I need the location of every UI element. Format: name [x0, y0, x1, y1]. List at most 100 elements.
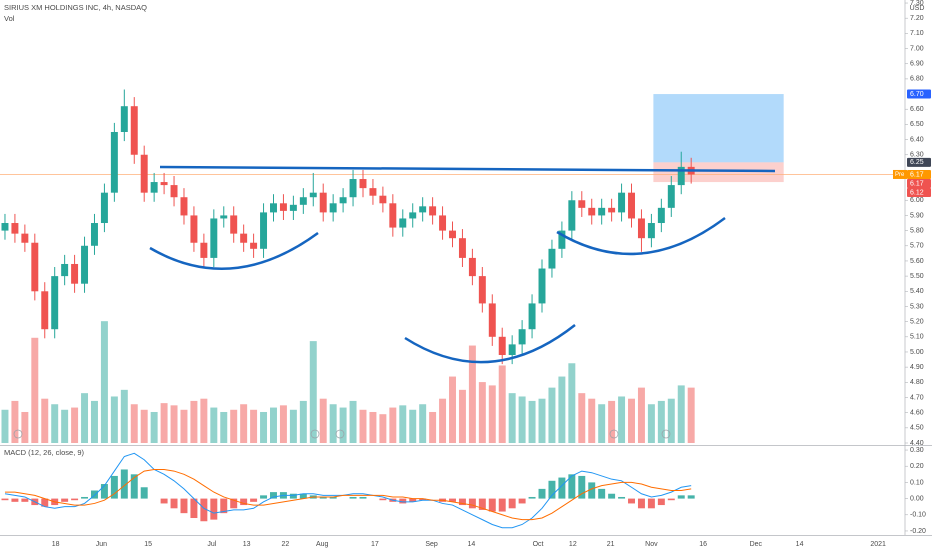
- volume-bar: [31, 337, 39, 443]
- volume-bar: [210, 407, 218, 443]
- candle-body: [90, 223, 98, 246]
- y-tick-label: 5.30: [910, 303, 924, 310]
- price-marker-label: 6.70: [910, 91, 924, 98]
- macd-histogram-bar: [160, 498, 168, 504]
- macd-histogram-bar: [518, 498, 526, 504]
- candle-body: [508, 344, 516, 356]
- macd-histogram-bar: [468, 498, 476, 509]
- candle-body: [498, 336, 506, 356]
- macd-histogram-bar: [190, 498, 198, 519]
- x-tick-label: Dec: [750, 541, 763, 548]
- x-tick-label: Jul: [207, 541, 216, 548]
- x-tick-label: 16: [699, 541, 707, 548]
- macd-histogram-bar: [120, 469, 128, 499]
- volume-bar: [498, 365, 506, 443]
- candle-body: [538, 268, 546, 304]
- macd-title: MACD (12, 26, close, 9): [4, 448, 85, 457]
- x-tick-label: 21: [607, 541, 615, 548]
- macd-histogram-bar: [90, 490, 98, 499]
- macd-histogram-bar: [628, 498, 635, 504]
- macd-histogram-bar: [667, 498, 675, 501]
- macd-histogram-bar: [210, 498, 218, 520]
- y-tick-label: 4.90: [910, 364, 924, 371]
- macd-histogram-bar: [618, 496, 626, 499]
- candle-body: [458, 238, 466, 258]
- x-tick-label: 2021: [870, 541, 886, 548]
- macd-histogram-bar: [508, 498, 516, 509]
- candle-body: [558, 230, 566, 249]
- volume-bar: [349, 400, 357, 443]
- macd-histogram-bar: [1, 498, 9, 501]
- volume-bar: [598, 404, 606, 443]
- volume-bar: [120, 389, 128, 443]
- candle-body: [478, 276, 486, 304]
- volume-bar: [170, 405, 178, 443]
- candle-body: [100, 192, 108, 224]
- macd-histogram-bar: [289, 493, 297, 499]
- x-tick-label: 15: [144, 541, 152, 548]
- y-tick-label: 4.80: [910, 379, 924, 386]
- y-tick-label: 5.80: [910, 227, 924, 234]
- volume-bar: [399, 405, 407, 443]
- volume-bar: [81, 393, 89, 443]
- price-marker: [907, 169, 931, 179]
- macd-histogram-bar: [110, 475, 118, 499]
- macd-histogram-bar: [260, 495, 268, 499]
- y-tick-label: 5.50: [910, 273, 924, 280]
- macd-histogram-bar: [657, 498, 665, 506]
- volume-bar: [637, 387, 645, 443]
- volume-bar: [528, 400, 536, 443]
- volume-bar: [458, 389, 466, 443]
- x-tick-label: Oct: [533, 541, 544, 548]
- candle-body: [1, 223, 9, 231]
- x-tick-label: 18: [52, 541, 60, 548]
- volume-bar: [568, 363, 576, 443]
- macd-histogram-bar: [100, 484, 108, 499]
- macd-histogram-bar: [677, 495, 685, 499]
- volume-bar: [71, 407, 79, 443]
- volume-bar: [200, 398, 208, 443]
- x-tick-label: 14: [796, 541, 804, 548]
- volume-bar: [628, 398, 635, 443]
- candle-body: [319, 192, 327, 213]
- macd-histogram-bar: [608, 493, 616, 499]
- macd-histogram-bar: [498, 498, 506, 512]
- candle-body: [637, 218, 645, 239]
- candle-body: [667, 185, 675, 208]
- macd-histogram-bar: [449, 498, 456, 502]
- event-icon: [310, 429, 320, 439]
- candle-body: [578, 200, 586, 208]
- volume-bar: [508, 393, 516, 443]
- volume-bar: [687, 387, 695, 443]
- macd-histogram-bar: [488, 498, 496, 512]
- candle-body: [120, 106, 128, 132]
- x-tick-label: 13: [243, 541, 251, 548]
- macd-histogram-bar: [687, 495, 695, 499]
- candle-body: [618, 192, 626, 213]
- candle-body: [160, 182, 168, 186]
- volume-bar: [439, 398, 447, 443]
- candle-body: [548, 248, 556, 269]
- volume-bar: [677, 385, 685, 443]
- price-marker-label: 6.17: [910, 171, 924, 178]
- volume-bar: [150, 411, 158, 443]
- candle-body: [528, 303, 536, 330]
- trend-line: [159, 165, 776, 173]
- macd-histogram-bar: [319, 496, 327, 499]
- volume-bar: [250, 409, 258, 443]
- macd-y-tick-label: 0.10: [910, 479, 924, 486]
- macd-histogram-bar: [180, 498, 188, 514]
- candle-body: [677, 166, 685, 186]
- x-tick-label: Aug: [316, 541, 329, 548]
- candle-body: [270, 203, 277, 213]
- volume-bar: [240, 404, 248, 443]
- price-marker: [907, 89, 931, 99]
- volume-bar: [90, 400, 98, 443]
- candle-body: [389, 203, 397, 228]
- volume-bar: [279, 405, 287, 443]
- candle-body: [409, 212, 417, 219]
- candle-body: [260, 212, 268, 249]
- macd-y-tick-label: 0.30: [910, 447, 924, 454]
